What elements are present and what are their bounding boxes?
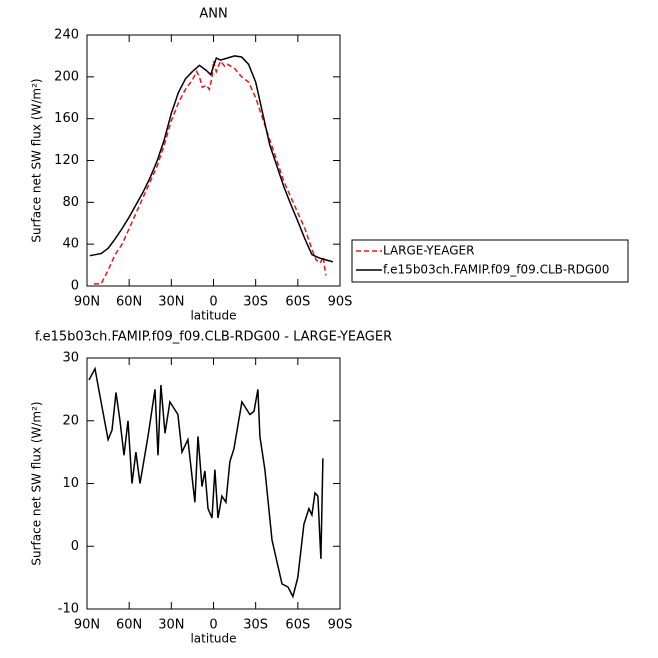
x-axis-label: latitude <box>190 632 236 646</box>
y-tick-label: 80 <box>62 195 79 210</box>
y-tick-label: 200 <box>54 69 79 84</box>
x-tick-label: 30N <box>158 618 184 633</box>
y-tick-label: 160 <box>54 111 79 126</box>
y-tick-label: 240 <box>54 28 79 43</box>
x-tick-label: 0 <box>209 295 217 310</box>
y-tick-label: 10 <box>62 476 79 491</box>
legend-label: LARGE-YEAGER <box>383 244 474 258</box>
data-line <box>88 366 324 599</box>
x-tick-label: 90S <box>328 295 353 310</box>
x-tick-label: 60N <box>116 618 142 633</box>
y-tick-label: 30 <box>62 351 79 366</box>
x-tick-label: 90S <box>328 618 353 633</box>
legend-box <box>351 239 629 283</box>
x-tick-label: 60S <box>285 618 310 633</box>
x-tick-label: 0 <box>209 618 217 633</box>
legend-label: f.e15b03ch.FAMIP.f09_f09.CLB-RDG00 <box>383 263 609 277</box>
chart-title: f.e15b03ch.FAMIP.f09_f09.CLB-RDG00 - LAR… <box>35 330 392 345</box>
y-tick-label: 120 <box>54 153 79 168</box>
y-axis-label: Surface net SW flux (W/m²) <box>30 78 44 242</box>
data-line <box>89 55 334 263</box>
chart-title: ANN <box>199 7 227 22</box>
x-tick-label: 60S <box>285 295 310 310</box>
legend: LARGE-YEAGER f.e15b03ch.FAMIP.f09_f09.CLB… <box>351 239 629 283</box>
data-line <box>94 59 327 285</box>
x-tick-label: 30S <box>243 618 268 633</box>
y-tick-label: -10 <box>58 602 79 617</box>
x-tick-label: 60N <box>116 295 142 310</box>
plot-frame <box>86 34 341 287</box>
x-tick-label: 90N <box>74 618 100 633</box>
x-tick-label: 30N <box>158 295 184 310</box>
y-tick-label: 40 <box>62 237 79 252</box>
y-axis-label: Surface net SW flux (W/m²) <box>30 401 44 565</box>
y-tick-label: 0 <box>71 539 79 554</box>
x-axis-label: latitude <box>190 309 236 323</box>
y-tick-label: 20 <box>62 413 79 428</box>
x-tick-label: 30S <box>243 295 268 310</box>
y-tick-label: 0 <box>71 279 79 294</box>
x-tick-label: 90N <box>74 295 100 310</box>
